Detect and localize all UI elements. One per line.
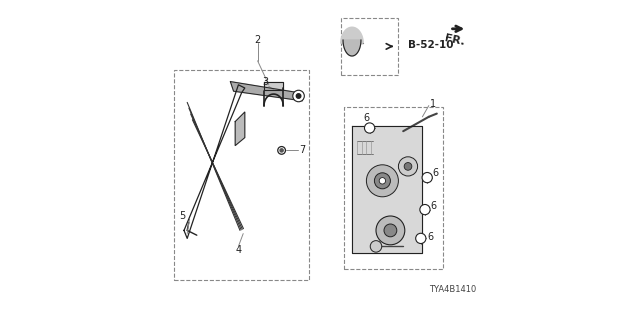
- Text: 5: 5: [179, 211, 185, 221]
- Text: FR.: FR.: [443, 33, 465, 47]
- Polygon shape: [343, 40, 361, 56]
- Circle shape: [296, 94, 301, 98]
- Circle shape: [278, 147, 285, 154]
- Circle shape: [280, 149, 284, 152]
- Text: 7: 7: [300, 145, 305, 156]
- Polygon shape: [236, 112, 245, 146]
- Polygon shape: [352, 126, 422, 253]
- Text: 4: 4: [236, 244, 241, 255]
- Circle shape: [416, 233, 426, 244]
- Text: 1: 1: [429, 99, 436, 109]
- Text: B-52-10: B-52-10: [408, 40, 454, 50]
- Circle shape: [366, 165, 398, 197]
- Polygon shape: [264, 82, 283, 90]
- Circle shape: [420, 204, 430, 215]
- Circle shape: [292, 90, 305, 102]
- Circle shape: [384, 224, 397, 237]
- Circle shape: [376, 216, 404, 245]
- Text: 6: 6: [431, 201, 436, 212]
- Circle shape: [365, 123, 375, 133]
- Circle shape: [404, 163, 412, 170]
- Circle shape: [374, 173, 390, 189]
- Bar: [174, 70, 309, 280]
- Circle shape: [379, 178, 385, 184]
- Text: 6: 6: [428, 232, 433, 242]
- Circle shape: [370, 241, 381, 252]
- Text: 6: 6: [364, 113, 369, 124]
- Bar: [344, 107, 444, 269]
- Circle shape: [422, 172, 433, 183]
- Text: 2: 2: [255, 35, 260, 45]
- Bar: [340, 18, 398, 75]
- Polygon shape: [340, 27, 364, 43]
- Text: 6: 6: [432, 168, 438, 178]
- Text: 3: 3: [262, 76, 269, 87]
- Polygon shape: [230, 82, 302, 101]
- Text: TYA4B1410: TYA4B1410: [429, 285, 476, 294]
- Circle shape: [398, 157, 418, 176]
